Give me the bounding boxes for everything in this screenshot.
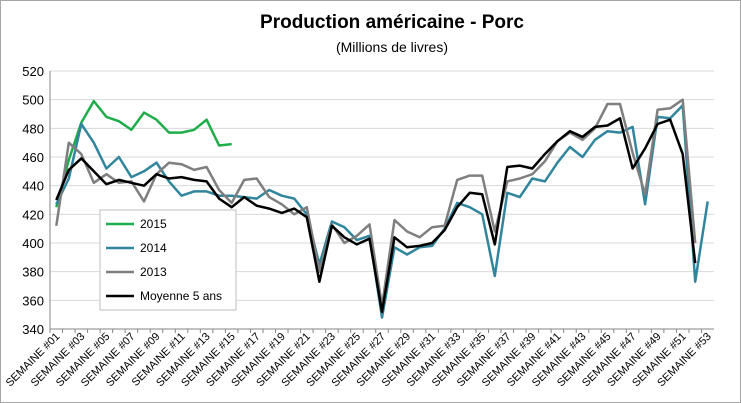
y-tick-label: 340 [22, 322, 44, 337]
chart-subtitle: (Millions de livres) [336, 39, 448, 55]
y-tick-label: 420 [22, 207, 44, 222]
legend-label: 2013 [140, 265, 167, 279]
legend-label: 2015 [140, 217, 167, 231]
y-tick-label: 380 [22, 265, 44, 280]
legend-label: Moyenne 5 ans [140, 289, 222, 303]
legend-box [99, 209, 237, 311]
y-tick-label: 520 [22, 64, 44, 79]
series-line [55, 98, 697, 308]
y-tick-label: 400 [22, 236, 44, 251]
y-tick-label: 360 [22, 293, 44, 308]
series-line [55, 99, 232, 208]
y-tick-label: 500 [22, 93, 44, 108]
series-line [55, 117, 697, 314]
legend-label: 2014 [140, 241, 167, 255]
chart-title: Production américaine - Porc [260, 12, 524, 33]
y-tick-label: 440 [22, 179, 44, 194]
y-tick-label: 480 [22, 121, 44, 136]
series-line [55, 104, 709, 319]
y-tick-label: 460 [22, 150, 44, 165]
